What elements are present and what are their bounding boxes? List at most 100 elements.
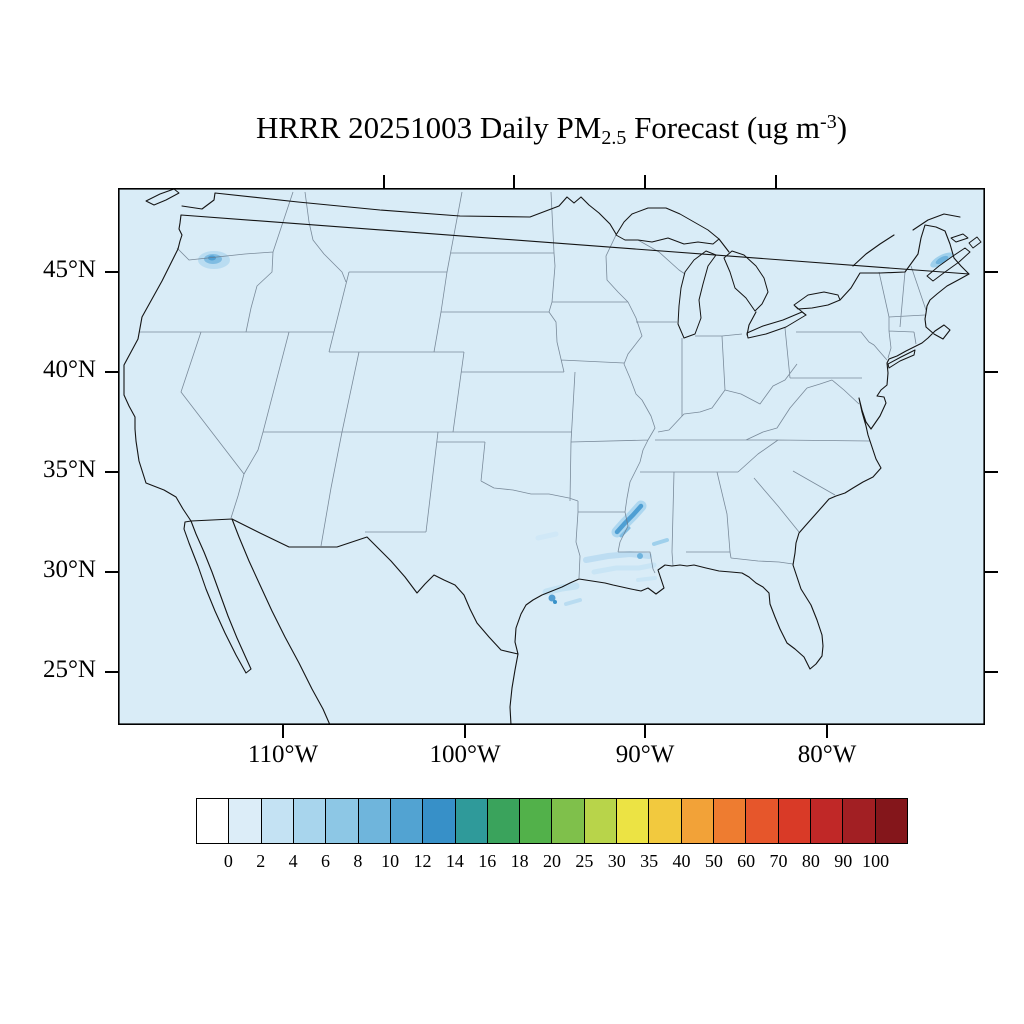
colorbar-cell <box>487 799 521 843</box>
gaspe-coast <box>912 213 961 231</box>
top-axis-tick <box>513 175 515 188</box>
colorbar <box>196 798 908 844</box>
pm25-patches <box>198 251 954 606</box>
colorbar-tick-label: 50 <box>704 851 723 871</box>
colorbar-tick-label: 12 <box>413 851 432 871</box>
colorbar-tick-label: 14 <box>445 851 464 871</box>
colorbar-tick-label: 90 <box>834 851 853 871</box>
detroit-river <box>746 311 757 336</box>
lake-huron <box>723 250 769 312</box>
cape-breton <box>968 236 982 249</box>
colorbar-tick-label: 80 <box>801 851 820 871</box>
top-axis-tick <box>644 175 646 188</box>
colorbar-cell <box>552 799 585 843</box>
colorbar-tick-label: 18 <box>510 851 529 871</box>
colorbar-tick-label: 20 <box>543 851 561 871</box>
colorbar-tick-label: 6 <box>320 851 330 871</box>
y-axis-tick-right <box>985 371 998 373</box>
st-marys-river <box>718 238 730 253</box>
colorbar-tick-label: 40 <box>672 851 691 871</box>
y-axis-tick-right <box>985 571 998 573</box>
baja-peninsula <box>183 520 252 674</box>
map-plot <box>118 188 985 725</box>
canada-border <box>181 192 617 235</box>
y-axis-tick-right <box>985 671 998 673</box>
y-axis-tick-label: 45°N <box>42 256 96 283</box>
colorbar-tick-label: 70 <box>769 851 788 871</box>
y-axis-tick <box>105 571 118 573</box>
colorbar-cell <box>617 799 650 843</box>
colorbar-tick-label: 30 <box>607 851 626 871</box>
colorbar-tick-label: 10 <box>381 851 400 871</box>
x-axis-tick-label: 100°W <box>429 741 501 768</box>
colorbar-tick-label: 4 <box>288 851 298 871</box>
colorbar-cell <box>455 799 488 843</box>
x-axis-tick-label: 90°W <box>615 741 675 768</box>
colorbar-cell <box>584 799 618 843</box>
colorbar-tick-label: 100 <box>862 851 890 871</box>
coastline-borders <box>123 192 970 725</box>
x-axis-tick <box>826 725 828 738</box>
top-axis-tick <box>775 175 777 188</box>
state-borders <box>139 191 927 579</box>
colorbar-cell <box>746 799 779 843</box>
nova-scotia <box>926 247 971 282</box>
lake-michigan <box>677 250 717 339</box>
y-axis-tick-label: 40°N <box>42 356 96 383</box>
y-axis-tick <box>105 471 118 473</box>
colorbar-tick-label: 8 <box>353 851 363 871</box>
colorbar-cell <box>326 799 359 843</box>
colorbar-tick-label: 60 <box>737 851 756 871</box>
colorbar-tick-label: 0 <box>223 851 233 871</box>
colorbar-tick-label: 35 <box>640 851 659 871</box>
conus-map-svg <box>118 188 985 725</box>
niagara-river <box>794 305 807 316</box>
colorbar-cell <box>423 799 456 843</box>
long-island <box>887 349 916 369</box>
x-axis-tick-label: 80°W <box>797 741 857 768</box>
great-lakes <box>145 188 982 369</box>
colorbar-cell <box>714 799 747 843</box>
top-axis-tick <box>383 175 385 188</box>
y-axis-tick <box>105 271 118 273</box>
map-background <box>118 188 985 725</box>
y-axis-tick-right <box>985 271 998 273</box>
colorbar-cell <box>197 799 230 843</box>
title-subscript: 2.5 <box>601 127 627 149</box>
plot-frame <box>118 188 985 725</box>
y-axis-tick-label: 35°N <box>42 456 96 483</box>
colorbar-cell <box>875 799 907 843</box>
colorbar-cell <box>681 799 714 843</box>
y-axis-tick-label: 25°N <box>42 656 96 683</box>
st-lawrence-north-shore <box>852 234 895 267</box>
x-axis-tick <box>282 725 284 738</box>
colorbar-tick-label: 2 <box>256 851 266 871</box>
x-axis-tick-label: 110°W <box>247 741 319 768</box>
colorbar-cell <box>843 799 876 843</box>
conus-coastline <box>123 214 970 670</box>
title-text-2: Forecast (ug m <box>626 110 821 145</box>
colorbar-cell <box>810 799 844 843</box>
mexico-west-coast <box>231 518 331 725</box>
mexico-east-coast <box>509 653 519 725</box>
colorbar-cell <box>390 799 424 843</box>
y-axis-tick-right <box>985 471 998 473</box>
plot-title: HRRR 20251003 Daily PM2.5 Forecast (ug m… <box>118 110 985 150</box>
colorbar-tick-label: 16 <box>478 851 497 871</box>
prince-edward-island <box>950 233 969 243</box>
y-axis-tick-label: 30°N <box>42 556 96 583</box>
x-axis-tick <box>464 725 466 738</box>
title-text-1: HRRR 20251003 Daily PM <box>255 110 602 145</box>
colorbar-cell <box>293 799 327 843</box>
vancouver-island <box>145 188 180 206</box>
colorbar-cell <box>229 799 262 843</box>
colorbar-cell <box>520 799 553 843</box>
y-axis-tick <box>105 671 118 673</box>
title-superscript: -3 <box>820 111 837 133</box>
colorbar-tick-label: 25 <box>575 851 594 871</box>
colorbar-cell <box>261 799 294 843</box>
y-axis-tick <box>105 371 118 373</box>
x-axis-tick <box>644 725 646 738</box>
title-text-3: ) <box>836 110 848 145</box>
